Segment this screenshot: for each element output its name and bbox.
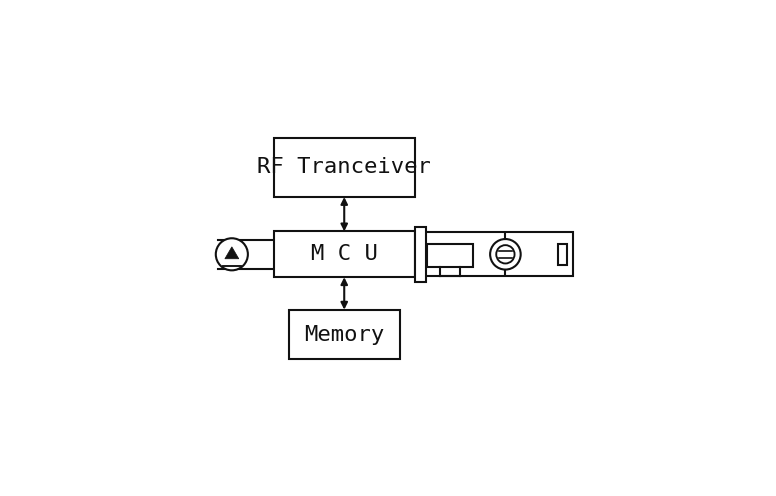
FancyBboxPatch shape: [289, 310, 400, 359]
FancyBboxPatch shape: [274, 138, 415, 197]
FancyBboxPatch shape: [558, 244, 566, 265]
Circle shape: [496, 245, 514, 263]
FancyBboxPatch shape: [415, 232, 573, 276]
FancyBboxPatch shape: [428, 244, 473, 267]
Text: RF Tranceiver: RF Tranceiver: [258, 157, 431, 178]
Text: Memory: Memory: [304, 324, 384, 345]
FancyBboxPatch shape: [415, 227, 426, 282]
Circle shape: [216, 238, 248, 270]
FancyBboxPatch shape: [274, 231, 415, 277]
Text: M C U: M C U: [311, 245, 378, 264]
Circle shape: [490, 239, 521, 270]
Polygon shape: [225, 247, 239, 259]
